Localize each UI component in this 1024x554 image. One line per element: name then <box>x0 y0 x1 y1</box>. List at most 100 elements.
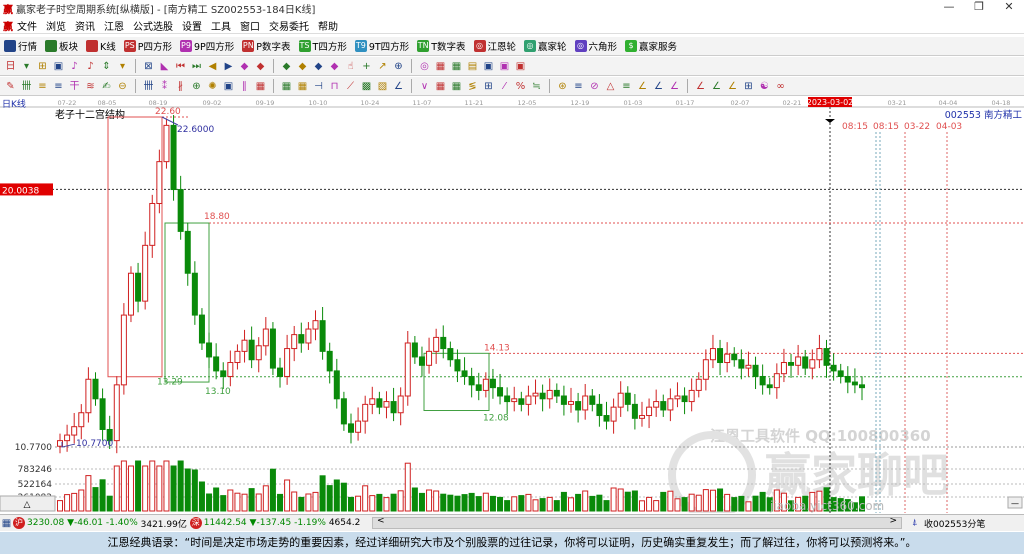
tool-icon[interactable]: ☯ <box>760 80 769 92</box>
tool-icon[interactable]: ≶ <box>468 80 477 92</box>
tool-icon[interactable]: ▧ <box>377 80 388 92</box>
tool-icon[interactable]: + <box>362 60 371 72</box>
tool-icon[interactable]: ≡ <box>38 80 47 92</box>
tool-icon[interactable]: ⊓ <box>330 80 339 92</box>
tool-icon[interactable]: 卌 <box>21 80 32 92</box>
tool-icon[interactable]: ◆ <box>240 60 249 72</box>
toolbar-button-hexagon[interactable]: ◎ 六角形 <box>574 39 617 53</box>
tool-icon[interactable]: ⊞ <box>744 80 753 92</box>
tool-icon[interactable]: ⊣ <box>314 80 323 92</box>
tool-icon[interactable]: ≋ <box>86 80 95 92</box>
tool-icon[interactable]: ∠ <box>670 80 679 92</box>
tool-icon[interactable]: ▤ <box>467 60 478 72</box>
scroll-right-button[interactable]: > <box>889 516 897 526</box>
tool-icon[interactable]: ◎ <box>420 60 429 72</box>
toolbar-button-T4[interactable]: TS T四方形 <box>298 39 347 53</box>
tool-icon[interactable]: ▾ <box>23 60 30 72</box>
toolbar-button-grid[interactable]: 行情 <box>4 39 37 53</box>
toolbar-button-P4[interactable]: PS P四方形 <box>123 39 172 53</box>
tool-icon[interactable]: ⇕ <box>102 60 111 72</box>
tool-icon[interactable]: ▣ <box>223 80 234 92</box>
tool-icon[interactable]: ▦ <box>451 60 462 72</box>
menu-item[interactable]: 工具 <box>211 21 231 33</box>
toolbar-button-blocks[interactable]: 板块 <box>45 39 78 53</box>
tool-icon[interactable]: ▩ <box>361 80 372 92</box>
ticker-scrollbar[interactable]: < > <box>372 516 902 529</box>
menu-item[interactable]: 浏览 <box>46 21 66 33</box>
tool-icon[interactable]: ∠ <box>654 80 663 92</box>
tool-icon[interactable]: ✺ <box>208 80 217 92</box>
tool-icon[interactable]: ∠ <box>394 80 403 92</box>
toolbar-button-9T[interactable]: T9 9T四方形 <box>354 39 409 53</box>
tool-icon[interactable]: ▦ <box>451 80 462 92</box>
close-button[interactable]: ✕ <box>1004 0 1014 13</box>
tool-icon[interactable]: ⊘ <box>590 80 599 92</box>
tick-detail-link[interactable]: 收002553分笔 <box>924 519 986 530</box>
tool-icon[interactable]: ↗ <box>378 60 387 72</box>
scroll-left-button[interactable]: < <box>377 516 385 526</box>
tool-icon[interactable]: ◆ <box>330 60 339 72</box>
toolbar-button-gann-wheel[interactable]: ◎ 江恩轮 <box>473 39 516 53</box>
tool-icon[interactable]: ⏭ <box>192 60 201 72</box>
tool-icon[interactable]: 卌 <box>143 80 154 92</box>
tool-icon[interactable]: ⁄ <box>503 80 506 92</box>
menu-item[interactable]: 窗口 <box>240 21 260 33</box>
tool-icon[interactable]: ∨ <box>420 80 429 92</box>
tool-icon[interactable]: ◆ <box>314 60 323 72</box>
minimize-button[interactable]: — <box>943 0 955 13</box>
collapse-button[interactable] <box>0 495 56 512</box>
tool-icon[interactable]: ♪ <box>87 60 94 72</box>
restore-button[interactable]: ❐ <box>974 0 984 13</box>
tool-icon[interactable]: ⏮ <box>176 60 185 72</box>
tool-icon[interactable]: ◣ <box>160 60 169 72</box>
tool-icon[interactable]: ✎ <box>6 80 15 92</box>
tool-icon[interactable]: ∠ <box>712 80 721 92</box>
tool-icon[interactable]: ▣ <box>483 60 494 72</box>
tool-icon[interactable]: ≡ <box>622 80 631 92</box>
menu-item[interactable]: 设置 <box>182 21 202 33</box>
tool-icon[interactable]: ∥ <box>242 80 247 92</box>
menu-item[interactable]: 公式选股 <box>133 21 173 33</box>
tool-icon[interactable]: ◀ <box>208 60 217 72</box>
tool-icon[interactable]: ▣ <box>53 60 64 72</box>
tool-icon[interactable]: ▦ <box>255 80 266 92</box>
tool-icon[interactable]: ▦ <box>297 80 308 92</box>
tool-icon[interactable]: ≡ <box>574 80 583 92</box>
toolbar-button-winner-wheel[interactable]: ◎ 赢家轮 <box>524 39 567 53</box>
tool-icon[interactable]: ⁑ <box>162 80 167 92</box>
tool-icon[interactable]: ⊛ <box>558 80 567 92</box>
tool-icon[interactable]: ✍ <box>102 80 111 92</box>
menu-item[interactable]: 江恩 <box>104 21 124 33</box>
tool-icon[interactable]: 干 <box>69 80 80 92</box>
tool-icon[interactable]: ∠ <box>638 80 647 92</box>
menu-item[interactable]: 资讯 <box>75 21 95 33</box>
toolbar-button-kline[interactable]: K线 <box>86 39 116 53</box>
menu-item[interactable]: 交易委托 <box>269 21 309 33</box>
tool-icon[interactable]: ▦ <box>435 80 446 92</box>
tool-icon[interactable]: ⊖ <box>118 80 127 92</box>
menu-item[interactable]: 文件 <box>17 21 37 33</box>
tool-icon[interactable]: ⊠ <box>144 60 153 72</box>
tool-icon[interactable]: ▦ <box>281 80 292 92</box>
tool-icon[interactable]: ∠ <box>728 80 737 92</box>
tool-icon[interactable]: ◆ <box>256 60 265 72</box>
tool-icon[interactable]: ♪ <box>71 60 78 72</box>
toolbar-button-PN[interactable]: PN P数字表 <box>242 39 291 53</box>
tool-icon[interactable]: ◆ <box>298 60 307 72</box>
tool-icon[interactable]: ▣ <box>499 60 510 72</box>
tool-icon[interactable]: ⟋ <box>347 80 354 92</box>
toolbar-button-dollar[interactable]: $ 赢家服务 <box>625 39 677 53</box>
tool-icon[interactable]: ▣ <box>515 60 526 72</box>
tool-icon[interactable]: 日 <box>5 60 16 72</box>
toolbar-button-TN[interactable]: TN T数字表 <box>417 39 466 53</box>
tool-icon[interactable]: ≡ <box>54 80 63 92</box>
tool-icon[interactable]: ▾ <box>119 60 126 72</box>
tool-icon[interactable]: △ <box>606 80 615 92</box>
tool-icon[interactable]: ⊕ <box>394 60 403 72</box>
tool-icon[interactable]: % <box>515 80 526 92</box>
tool-icon[interactable]: ≒ <box>532 80 541 92</box>
tool-icon[interactable]: ▶ <box>224 60 233 72</box>
app-menu-icon[interactable]: 赢 <box>3 21 13 33</box>
tool-icon[interactable]: ⊕ <box>192 80 201 92</box>
tool-icon[interactable]: ◆ <box>282 60 291 72</box>
